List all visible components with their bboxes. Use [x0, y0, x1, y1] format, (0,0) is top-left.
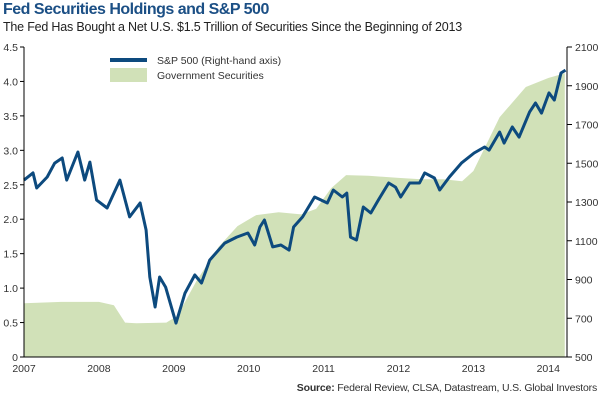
right-tick-label: 2100	[575, 42, 599, 54]
sp500-line	[23, 68, 567, 325]
left-tick-label: 1.0	[3, 283, 18, 295]
left-tick-label: 2.5	[3, 180, 18, 192]
source-text: Federal Review, CLSA, Datastream, U.S. G…	[337, 382, 597, 394]
x-tick-label: 2013	[462, 363, 486, 375]
source-label: Source:	[296, 382, 335, 394]
government-securities-area	[24, 73, 565, 357]
legend-swatch-government-securities	[110, 68, 147, 82]
left-tick-label: 3.5	[3, 111, 18, 123]
x-tick-label: 2008	[87, 363, 111, 375]
right-tick-label: 1700	[575, 120, 599, 132]
x-tick-label: 2012	[387, 363, 411, 375]
left-tick-label: 1.5	[3, 249, 18, 261]
sp500-line-layer	[23, 68, 567, 325]
left-tick-label: 0.5	[3, 318, 18, 330]
right-tick-label: 500	[575, 352, 593, 364]
x-tick-label: 2010	[237, 363, 261, 375]
x-tick-label: 2014	[537, 363, 561, 375]
right-tick-label: 700	[575, 313, 593, 325]
x-tick-label: 2011	[312, 363, 335, 375]
right-tick-label: 1500	[575, 158, 599, 170]
left-tick-label: 4.0	[3, 76, 18, 88]
chart-subtitle: The Fed Has Bought a Net U.S. $1.5 Trill…	[3, 20, 462, 34]
legend-label-sp500: S&P 500 (Right-hand axis)	[157, 55, 281, 67]
source-note: Source: Federal Review, CLSA, Datastream…	[297, 382, 597, 394]
right-tick-label: 1100	[575, 236, 598, 248]
axes: 0 0.5 1.0 1.5 2.0 2.5 3.0 3.5 4.0 4.5 500 700 900 110…	[3, 42, 598, 375]
left-tick-label: 2.0	[3, 214, 18, 226]
right-tick-label: 1900	[575, 81, 599, 93]
legend-label-government-securities: Government Securities	[157, 70, 264, 82]
left-tick-label: 3.0	[3, 145, 18, 157]
left-tick-label: 4.5	[3, 42, 18, 54]
x-tick-label: 2007	[12, 363, 36, 375]
right-tick-label: 900	[575, 275, 593, 287]
chart-title: Fed Securities Holdings and S&P 500	[3, 1, 269, 18]
x-tick-label: 2009	[162, 363, 186, 375]
left-tick-label: 0	[12, 352, 18, 364]
government-securities-area-layer	[24, 73, 565, 357]
legend: S&P 500 (Right-hand axis) Government Sec…	[110, 55, 281, 82]
right-tick-label: 1300	[575, 197, 599, 209]
